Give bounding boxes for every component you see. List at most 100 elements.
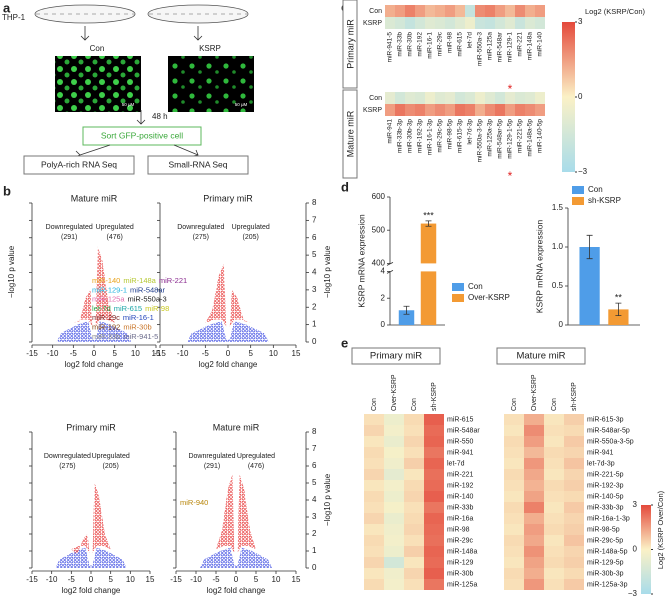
column-label: miR-140 <box>537 32 544 57</box>
x-tick-label: 10 <box>269 349 278 358</box>
row-label: miR-548ar <box>447 427 480 434</box>
column-label: miR-192 <box>417 32 424 57</box>
y-tick-label: 0 <box>312 563 317 572</box>
heatmap-cell <box>424 436 444 447</box>
heatmap-cell <box>535 17 545 29</box>
colorbar-label: Log2 (KSRP/Con) <box>585 7 646 16</box>
row-label: miR-16a <box>447 515 474 522</box>
y-tick-label: 0 <box>559 320 564 329</box>
column-label: miR-29c-5p <box>437 119 444 153</box>
heatmap-cell <box>425 17 435 29</box>
x-tick-label: 5 <box>254 575 259 584</box>
heatmap-cell <box>524 447 544 458</box>
row-label: miR-140-5p <box>587 493 624 500</box>
up-label: Upregulated <box>237 453 275 460</box>
plot-title: Primary miR <box>66 422 116 432</box>
heatmap-cell <box>544 436 564 447</box>
heatmap-cell <box>415 5 425 17</box>
highlight-line: let-7d miR-615 miR-98 <box>92 304 169 313</box>
row-label: miR-30b-3p <box>587 570 624 577</box>
heatmap-cell <box>515 17 525 29</box>
star: * <box>508 82 513 96</box>
heatmap-cell <box>415 104 425 116</box>
up-label: Upregulated <box>232 224 270 231</box>
legend-swatch <box>452 283 464 291</box>
x-tick-label: -10 <box>47 349 59 358</box>
heatmap-cell <box>524 568 544 579</box>
column-label: miR-16-1-3p <box>427 119 434 156</box>
colorbar-tick-label: −3 <box>578 167 588 176</box>
heatmap-cell <box>405 5 415 17</box>
heatmap-cell <box>384 414 404 425</box>
heatmap-cell <box>495 17 505 29</box>
heatmap-cell <box>524 579 544 590</box>
heatmap-title: Primary miR <box>370 351 422 362</box>
heatmap-cell <box>424 557 444 568</box>
column-label: miR-30b-3p <box>407 119 414 153</box>
heatmap-cell <box>504 469 524 480</box>
up-count: (476) <box>248 463 264 470</box>
legend-label: sh-KSRP <box>588 196 621 205</box>
y-tick-label: 8 <box>312 198 317 207</box>
column-label: Con <box>551 398 558 411</box>
row-label: miR-941 <box>447 449 474 456</box>
heatmap-cell <box>465 104 475 116</box>
heatmap-cell <box>524 458 544 469</box>
heatmap-cell <box>564 458 584 469</box>
heatmap-cell <box>404 469 424 480</box>
heatmap-cell <box>415 17 425 29</box>
heatmap-cell <box>505 5 515 17</box>
heatmap-cell <box>364 502 384 513</box>
row-label: KSRP <box>363 107 382 114</box>
column-label: miR-148a-5p <box>527 119 534 157</box>
y-tick-label: 600 <box>372 192 386 201</box>
heatmap-cell <box>405 104 415 116</box>
row-label: miR-192 <box>447 482 474 489</box>
heatmap-cell <box>535 92 545 104</box>
down-label: Downregulated <box>46 224 93 231</box>
row-label: miR-615-3p <box>587 416 624 423</box>
heatmap-cell <box>504 436 524 447</box>
heatmap-cell <box>384 568 404 579</box>
heatmap-cell <box>384 491 404 502</box>
colorbar-tick-label: 3 <box>633 500 638 509</box>
highlight-label: let-7d <box>92 304 111 313</box>
heatmap-cell <box>364 436 384 447</box>
heatmap-cell <box>405 17 415 29</box>
heatmap-cell <box>525 5 535 17</box>
heatmap-cell <box>384 557 404 568</box>
heatmap-cell <box>425 92 435 104</box>
heatmap-cell <box>384 546 404 557</box>
bar <box>608 309 629 325</box>
heatmap-cell <box>465 17 475 29</box>
heatmap-cell <box>424 425 444 436</box>
row-label: miR-33b <box>447 504 474 511</box>
heatmap-cell <box>404 579 424 590</box>
heatmap-cell <box>384 513 404 524</box>
row-label: miR-30b <box>447 570 474 577</box>
heatmap-cell <box>525 104 535 116</box>
highlight-label: miR-30b <box>123 322 151 331</box>
heatmap-cell <box>564 469 584 480</box>
column-label: miR-30b <box>407 32 414 57</box>
gfp-cells <box>55 56 141 112</box>
heatmap-cell <box>524 480 544 491</box>
up-label: Upregulated <box>96 224 134 231</box>
title-box <box>496 347 586 365</box>
heatmap-cell <box>564 480 584 491</box>
highlight-label: miR-29c <box>92 313 120 322</box>
up-count: (205) <box>102 463 118 470</box>
heatmap-cell <box>364 546 384 557</box>
x-axis-label: log2 fold change <box>207 586 266 595</box>
row-label: miR-192-3p <box>587 482 624 489</box>
heatmap-cell <box>384 436 404 447</box>
heatmap-cell <box>524 557 544 568</box>
x-tick-label: -15 <box>26 575 38 584</box>
heatmap-cell <box>564 535 584 546</box>
heatmap-cell <box>364 469 384 480</box>
x-tick-label: 15 <box>152 349 161 358</box>
y-tick-label: 0 <box>381 320 386 329</box>
panel-a: a THP-1 Con KSRP 50 μM 50 μM 48 h Sort G… <box>2 0 254 175</box>
highlight-line: miR-129-1 miR-548ar <box>92 285 166 294</box>
x-tick-label: 5 <box>112 349 117 358</box>
